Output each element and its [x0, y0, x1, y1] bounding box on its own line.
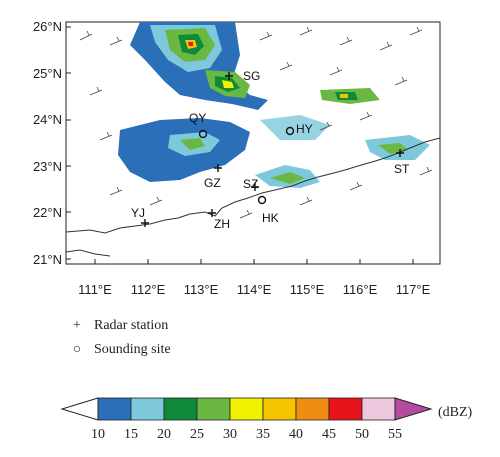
radar-marker-sz — [251, 183, 259, 191]
lat-label-23: 23°N — [33, 159, 62, 174]
colorbar-bin-8 — [361, 397, 396, 421]
echo-east-yellow — [340, 94, 348, 98]
lon-label-113: 113°E — [184, 282, 219, 297]
radar-marker-sg — [225, 72, 233, 80]
lat-label-24: 24°N — [33, 112, 62, 127]
colorbar-tick-15: 15 — [124, 427, 138, 442]
echo-sg-yellow — [222, 80, 234, 88]
station-label-st: ST — [394, 162, 410, 176]
echo-area-mid-blue — [260, 115, 330, 140]
colorbar-tick-50: 50 — [355, 427, 369, 442]
colorbar-bin-4 — [229, 397, 264, 421]
sounding-legend-label: Sounding site — [94, 342, 171, 357]
lon-label-111: 111°E — [78, 282, 112, 297]
sounding-symbol: ○ — [72, 342, 82, 357]
sounding-marker-hy — [285, 126, 295, 136]
colorbar-arrow-left — [60, 397, 99, 421]
map-content: SG QY HY GZ SZ ST YJ ZH HK — [66, 22, 440, 264]
colorbar-tick-35: 35 — [256, 427, 270, 442]
wind-barbs — [79, 26, 433, 219]
colorbar: 10 15 20 25 30 35 40 45 50 55 — [60, 397, 433, 442]
echo-area-east-green — [270, 172, 305, 184]
island-hainan-coast — [66, 249, 111, 257]
station-label-hy: HY — [296, 122, 313, 136]
echo-area-central-green — [180, 138, 205, 150]
colorbar-tick-55: 55 — [388, 427, 402, 442]
station-label-sg: SG — [243, 69, 260, 83]
station-label-yj: YJ — [131, 206, 145, 220]
legend-radar-station: + Radar station — [66, 318, 168, 334]
graticule-ticks — [66, 26, 414, 264]
radar-symbol: + — [73, 318, 81, 333]
station-label-sz: SZ — [243, 177, 258, 191]
station-label-hk: HK — [262, 211, 279, 225]
lon-label-114: 114°E — [237, 282, 272, 297]
colorbar-tick-30: 30 — [223, 427, 237, 442]
sounding-marker-hk — [257, 195, 267, 205]
colorbar-tick-25: 25 — [190, 427, 204, 442]
lat-label-22: 22°N — [33, 205, 62, 220]
colorbar-bin-7 — [328, 397, 363, 421]
colorbar-bin-1 — [130, 397, 165, 421]
colorbar-bin-5 — [262, 397, 297, 421]
lon-label-117: 117°E — [396, 282, 431, 297]
lon-label-116: 116°E — [343, 282, 378, 297]
echo-core-red — [188, 42, 193, 46]
station-label-qy: QY — [189, 111, 206, 125]
colorbar-arrow-right — [394, 397, 433, 421]
radar-marker-yj — [141, 219, 149, 227]
lon-label-112: 112°E — [131, 282, 166, 297]
colorbar-tick-40: 40 — [289, 427, 303, 442]
station-markers — [141, 72, 404, 227]
coastline — [66, 137, 440, 234]
radar-marker-st — [396, 149, 404, 157]
colorbar-bin-0 — [97, 397, 132, 421]
colorbar-bin-3 — [196, 397, 231, 421]
colorbar-tick-20: 20 — [157, 427, 171, 442]
lon-label-115: 115°E — [290, 282, 325, 297]
colorbar-bin-6 — [295, 397, 330, 421]
radar-marker-zh — [208, 209, 216, 217]
radar-marker-gz — [214, 164, 222, 172]
station-label-gz: GZ — [204, 176, 221, 190]
colorbar-bin-2 — [163, 397, 198, 421]
lat-label-25: 25°N — [33, 66, 62, 81]
lat-label-21: 21°N — [33, 252, 62, 267]
colorbar-unit: (dBZ) — [438, 405, 473, 420]
station-label-zh: ZH — [214, 217, 230, 231]
reflectivity-echoes — [118, 22, 430, 188]
colorbar-tick-45: 45 — [322, 427, 336, 442]
lat-label-26: 26°N — [33, 19, 62, 34]
sounding-marker-qy — [198, 129, 208, 139]
colorbar-tick-10: 10 — [91, 427, 105, 442]
radar-legend-label: Radar station — [94, 318, 169, 333]
legend-sounding-site: ○ Sounding site — [66, 342, 171, 358]
